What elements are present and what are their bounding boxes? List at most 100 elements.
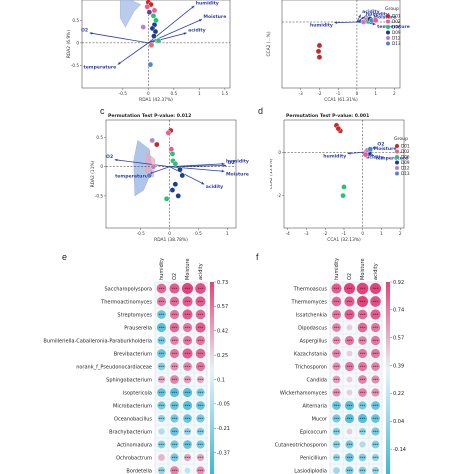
data-point-D09: [175, 193, 182, 199]
row-label: Thermoascus: [293, 286, 328, 292]
chart-title: Permutation Test P-value: 0.001: [286, 113, 369, 119]
colorbar-tick-label: 0.74: [393, 308, 404, 314]
heat-cell-circle: [345, 466, 354, 474]
heat-cell-circle: [157, 336, 166, 345]
significance-mark: ***: [360, 351, 366, 356]
legend-title: Group: [394, 136, 408, 142]
arrow-O2: [89, 32, 149, 44]
heat-cell-circle: [196, 427, 205, 436]
heat-cell-circle: [183, 427, 192, 436]
x-tick-label: 2: [393, 91, 396, 96]
significance-mark: ***: [198, 390, 204, 395]
data-point-D12: [149, 137, 156, 144]
arrow-label: O2: [81, 27, 88, 33]
significance-mark: ***: [334, 299, 340, 304]
y-axis-label: RDA2 (11%): [90, 160, 96, 187]
heat-cell-circle: [183, 375, 192, 384]
significance-mark: ***: [373, 286, 379, 291]
heat-cell-circle: [157, 414, 166, 423]
heat-cell-circle: [358, 388, 367, 397]
x-axis-label: CCA1 (61.31%): [324, 97, 358, 102]
legend-label: D01: [392, 14, 401, 19]
significance-mark: ***: [185, 351, 191, 356]
x-tick-label: 1: [380, 231, 383, 236]
significance-mark: ***: [172, 351, 178, 356]
legend-swatch-D13: [395, 171, 399, 176]
significance-mark: ***: [185, 416, 191, 421]
significance-mark: ***: [159, 351, 165, 356]
arrow-label: humidity: [226, 158, 249, 164]
heat-cell-circle: [195, 335, 206, 346]
row-label: norank_f_Pseudonocardiaceae: [76, 364, 152, 370]
significance-mark: ***: [360, 364, 366, 369]
arrow-label: acidity: [362, 9, 379, 15]
row-label: Cutaneotrichosporon: [275, 442, 327, 448]
significance-mark: ***: [159, 299, 165, 304]
legend-label: D06: [401, 155, 410, 160]
heat-cell-circle: [196, 453, 205, 462]
heat-cell-circle: [369, 282, 382, 295]
row-label: Lasiodiplodia: [294, 468, 327, 474]
heat-cell-circle: [346, 350, 353, 357]
legend-swatch-D01: [395, 144, 399, 148]
significance-mark: ***: [360, 377, 366, 382]
arrow-head: [89, 32, 93, 35]
heat-cell-circle: [371, 375, 380, 384]
heat-cell-circle: [169, 309, 180, 320]
cca-plot-b: -3 -2 -1 0 1 2 CCA1 (61.31%) CCA2 (...%) acidity…: [266, 0, 410, 102]
significance-mark: ***: [334, 416, 340, 421]
significance-mark: ***: [185, 377, 191, 382]
significance-mark: ***: [334, 455, 340, 460]
row-label: Sphingobacterium: [106, 377, 152, 383]
arrow-head: [117, 61, 121, 65]
significance-mark: ***: [360, 312, 366, 317]
arrow-label: temperature: [377, 24, 410, 30]
row-label: Wickerhamomyces: [280, 390, 328, 396]
heat-cell-circle: [332, 375, 341, 384]
significance-mark: ***: [172, 338, 178, 343]
heat-cell-circle: [195, 309, 206, 320]
x-tick-label: -4: [286, 231, 291, 236]
heat-cell-circle: [346, 428, 353, 435]
heat-cell-circle: [371, 427, 380, 436]
x-tick-label: 1: [226, 231, 229, 236]
arrow-temperature: [117, 42, 149, 65]
heat-cell-circle: [332, 349, 341, 358]
arrow-head: [198, 19, 202, 22]
colorbar-tick-label: 0.73: [217, 280, 228, 286]
significance-mark: ***: [172, 416, 178, 421]
heat-cell-circle: [170, 453, 179, 462]
heat-cell-circle: [157, 349, 166, 358]
colorbar-tick-label: -0.37: [217, 450, 230, 456]
significance-mark: ***: [334, 312, 340, 317]
significance-mark: ***: [159, 442, 165, 447]
heat-cell-circle: [358, 427, 367, 436]
heat-cell-circle: [358, 375, 367, 384]
heat-cell-circle: [182, 387, 193, 398]
significance-mark: ***: [172, 403, 178, 408]
colorbar-tick-label: -0.05: [217, 402, 230, 408]
heat-cell-circle: [358, 453, 367, 462]
row-label: Brevibacterium: [114, 351, 152, 357]
significance-mark: ***: [172, 442, 178, 447]
colorbar-tick-label: 0.57: [217, 304, 228, 310]
significance-mark: ***: [347, 338, 353, 343]
significance-mark: ***: [373, 377, 379, 382]
significance-mark: ***: [360, 416, 366, 421]
heat-cell-circle: [344, 413, 355, 424]
row-label: Isoptericola: [123, 390, 152, 396]
heat-cell-circle: [195, 361, 206, 372]
heat-cell-circle: [371, 414, 380, 423]
significance-mark: ***: [159, 468, 165, 473]
heat-cell-circle: [358, 401, 367, 410]
significance-mark: ***: [198, 351, 204, 356]
row-label: Bordetella: [126, 468, 152, 474]
legend-swatch-D13: [386, 41, 390, 46]
significance-mark: ***: [373, 312, 379, 317]
arrow-label: humidity: [196, 0, 219, 6]
x-tick-label: -1: [342, 231, 347, 236]
x-axis-label: RDA1 (42.37%): [139, 97, 173, 102]
heat-cell-circle: [158, 454, 165, 461]
heat-cell-circle: [332, 388, 341, 397]
x-tick-label: 1.5: [222, 91, 229, 96]
